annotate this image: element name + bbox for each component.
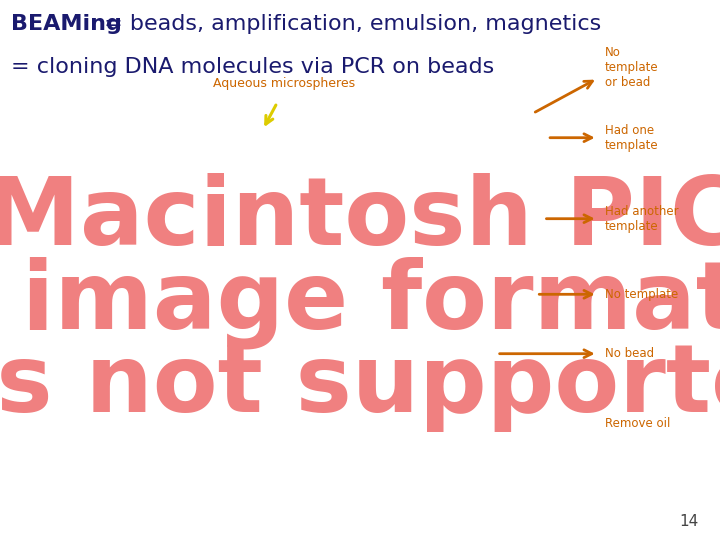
- Text: No template: No template: [605, 288, 678, 301]
- Text: = cloning DNA molecules via PCR on beads: = cloning DNA molecules via PCR on beads: [11, 57, 494, 77]
- Text: No bead: No bead: [605, 347, 654, 360]
- Text: image format: image format: [22, 256, 720, 349]
- Text: Remove oil: Remove oil: [605, 417, 670, 430]
- Text: is not supported: is not supported: [0, 340, 720, 432]
- Text: Had one
template: Had one template: [605, 124, 658, 152]
- Text: 14: 14: [679, 514, 698, 529]
- Text: = beads, amplification, emulsion, magnetics: = beads, amplification, emulsion, magnet…: [97, 14, 601, 33]
- Text: Had another
template: Had another template: [605, 205, 678, 233]
- Text: Aqueous microspheres: Aqueous microspheres: [213, 77, 356, 90]
- Text: No
template
or bead: No template or bead: [605, 46, 658, 89]
- Text: Macintosh PICT: Macintosh PICT: [0, 173, 720, 265]
- Text: BEAMing: BEAMing: [11, 14, 122, 33]
